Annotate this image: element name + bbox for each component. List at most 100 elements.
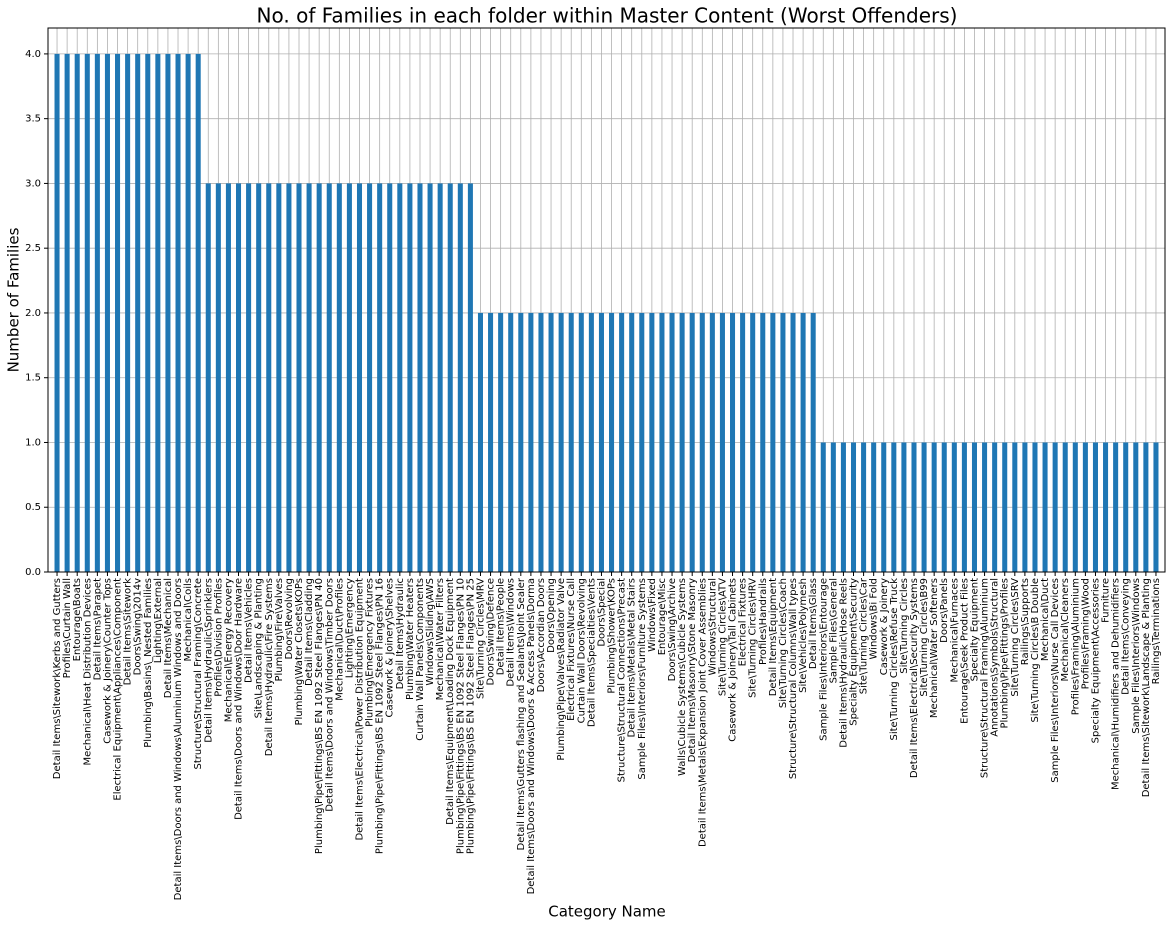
bar bbox=[205, 183, 211, 572]
x-tick-label: Detail Items\Parapet bbox=[92, 578, 103, 680]
x-tick-label: Mechanical\Heat Distribution Devices bbox=[82, 578, 93, 765]
bar bbox=[296, 183, 302, 572]
bar bbox=[74, 53, 80, 572]
x-tick-label: Specialty Equipment\Security bbox=[849, 578, 860, 726]
chart-title: No. of Families in each folder within Ma… bbox=[257, 4, 958, 28]
bar bbox=[709, 312, 715, 572]
x-tick-label: Plumbing\Pipe\Fittings\BS EN 1092 Steel … bbox=[314, 578, 325, 854]
x-tick-label: Doors\Swing\2014v bbox=[133, 578, 144, 675]
bar bbox=[568, 312, 574, 572]
bar bbox=[1012, 442, 1018, 572]
bar bbox=[266, 183, 272, 572]
bar bbox=[790, 312, 796, 572]
bar bbox=[377, 183, 383, 572]
x-tick-label: Structure\Structural Connections\Precast bbox=[617, 578, 628, 782]
y-tick-label: 1.0 bbox=[25, 437, 41, 448]
x-tick-label: Site\Turning Circles\B99 bbox=[919, 578, 930, 697]
x-tick-label: Detail Items\Conveying bbox=[1121, 578, 1132, 695]
bar bbox=[649, 312, 655, 572]
bar bbox=[719, 312, 725, 572]
x-tick-label: Detail Items\Glass bbox=[808, 578, 819, 669]
bar bbox=[689, 312, 695, 572]
y-tick-label: 0.0 bbox=[25, 567, 41, 578]
bar bbox=[901, 442, 907, 572]
x-tick-label: Mechanical\Duct bbox=[1040, 578, 1051, 661]
bar bbox=[367, 183, 373, 572]
bar bbox=[548, 312, 554, 572]
x-tick-label: Windows\Structural bbox=[707, 578, 718, 676]
x-tick-label: Detail Items\Hydraulic\Fire Systems bbox=[264, 578, 275, 756]
bar bbox=[730, 312, 736, 572]
bar bbox=[598, 312, 604, 572]
x-tick-label: Detail Items\Doors and Windows\Door Hard… bbox=[234, 578, 245, 820]
bar bbox=[891, 442, 897, 572]
x-tick-label: Detail Items\Sitework\Kerbs and Gutters bbox=[52, 578, 63, 779]
x-tick-label: Site\Turning Circles\Car bbox=[859, 577, 870, 694]
bar bbox=[659, 312, 665, 572]
x-tick-label: Site\Turning Circles\ATV bbox=[717, 578, 728, 696]
bar bbox=[1092, 442, 1098, 572]
bar bbox=[276, 183, 282, 572]
x-tick-label: Plumbing\Pipe\Fittings\BS EN 1092 Steel … bbox=[465, 578, 476, 854]
x-tick-label: Mechanical\Coils bbox=[183, 578, 194, 662]
x-tick-label: Plumbing\Pipe\Fittings\Profiles bbox=[1000, 578, 1011, 729]
x-tick-label: Structure\Structural Framing\Concrete bbox=[193, 578, 204, 769]
bar bbox=[850, 442, 857, 572]
y-tick-label: 2.5 bbox=[25, 243, 41, 254]
bar bbox=[740, 312, 746, 572]
x-tick-label: Plumbing\Pipe\Fittings\BS EN 1092 Steel … bbox=[455, 578, 466, 854]
x-tick-label: Site\Turning Circles\Refuse Truck bbox=[889, 578, 900, 741]
bar bbox=[1062, 442, 1068, 572]
bar bbox=[1103, 442, 1109, 572]
bar bbox=[810, 312, 816, 572]
x-tick-label: Electrical Fixtures\Nurse Call bbox=[566, 578, 577, 721]
bar bbox=[578, 312, 584, 572]
x-tick-label: Detail Items\Vehicles bbox=[244, 578, 255, 683]
x-tick-label: Railings\Terminations bbox=[1151, 578, 1162, 684]
x-tick-label: Casework & Joinery\Tall Cabinets bbox=[728, 578, 739, 742]
y-axis-label: Number of Families bbox=[5, 227, 23, 372]
x-tick-label: Detail Items\Masonry\Stone Masonry bbox=[687, 578, 698, 762]
bar bbox=[498, 312, 504, 572]
x-tick-label: Electrical Equipment\Appliances\Componen… bbox=[113, 578, 124, 801]
bar bbox=[629, 312, 635, 572]
bar bbox=[397, 183, 403, 572]
bar bbox=[820, 442, 826, 572]
y-tick-label: 2.0 bbox=[25, 308, 41, 319]
x-tick-label: Curtain Wall Doors\Revolving bbox=[576, 578, 587, 723]
bar bbox=[417, 183, 423, 572]
bar bbox=[356, 183, 363, 572]
bar bbox=[1032, 442, 1038, 572]
x-tick-label: Structure\Structural Columns\Wall types bbox=[788, 578, 799, 779]
plot-frame bbox=[47, 27, 1166, 573]
bar bbox=[215, 183, 221, 572]
bar bbox=[316, 183, 322, 572]
bar bbox=[447, 183, 453, 572]
bar bbox=[1022, 442, 1028, 572]
bar bbox=[679, 312, 685, 572]
x-tick-label: Doors\Revolving bbox=[284, 578, 295, 659]
bar bbox=[437, 183, 443, 572]
x-tick-label: Profiles\Division Profiles bbox=[213, 578, 224, 697]
x-tick-label: Sample Files\Interiors\Nurse Call Device… bbox=[1050, 578, 1061, 783]
bar bbox=[1052, 442, 1058, 572]
bar bbox=[750, 312, 756, 572]
x-tick-label: Detail Items\Specialties\Vents bbox=[586, 578, 597, 727]
bar bbox=[135, 53, 141, 572]
x-tick-label: Plumbing\Fire\Valves bbox=[274, 578, 285, 682]
x-tick-label: Detail Items\Metals\Expansion Joint Cove… bbox=[697, 578, 708, 847]
bar bbox=[54, 53, 60, 572]
x-tick-label: Specialty Equipment bbox=[969, 578, 980, 681]
x-tick-label: Detail Items\Cladding bbox=[304, 578, 315, 686]
x-tick-label: Doors\Panels bbox=[939, 578, 950, 643]
x-tick-label: Mechanical\Cleaners bbox=[1060, 578, 1071, 682]
bar bbox=[669, 312, 675, 572]
bar bbox=[992, 442, 998, 572]
x-tick-label: Site\Turning Circles\MRV bbox=[475, 578, 486, 699]
bar bbox=[488, 312, 494, 572]
bar bbox=[971, 442, 978, 572]
x-tick-label: Detail Items\Hydraulic bbox=[395, 578, 406, 689]
x-tick-label: Doors\Opening bbox=[546, 578, 557, 653]
x-tick-label: Detail Items\Hydraulic\Sprinklers bbox=[203, 578, 214, 743]
